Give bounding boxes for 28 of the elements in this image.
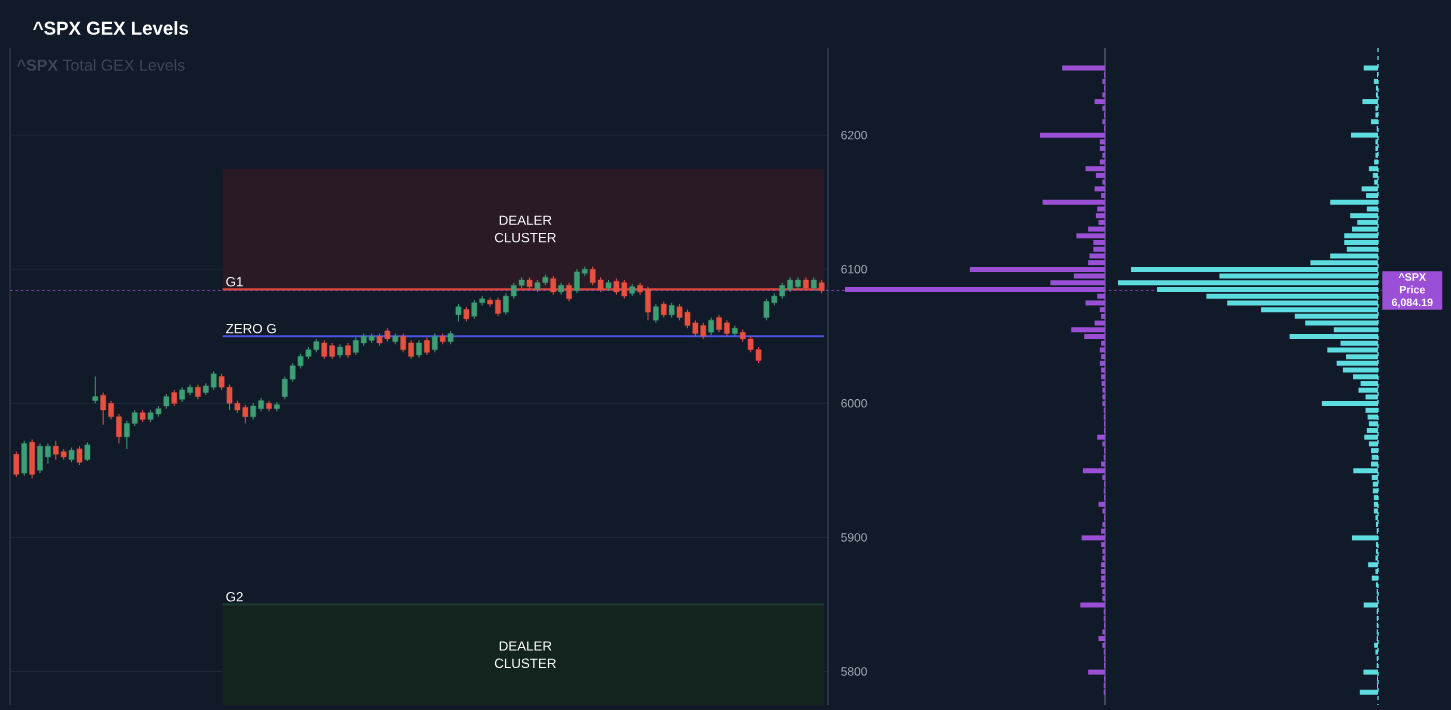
candlestick xyxy=(116,413,122,445)
candlestick xyxy=(13,451,20,478)
candlestick xyxy=(84,441,91,462)
candlestick xyxy=(503,292,509,316)
candlestick xyxy=(400,333,407,353)
candlestick xyxy=(92,376,99,404)
ref-line-label: G1 xyxy=(226,276,243,287)
candlestick xyxy=(76,445,83,466)
chart-title: ^SPX GEX Levels xyxy=(33,21,189,35)
y-tick-label: 6200 xyxy=(841,130,867,140)
ref-line-label: G2 xyxy=(226,592,243,602)
ref-line-label: ZERO G xyxy=(226,323,276,334)
candlestick xyxy=(574,268,580,294)
y-tick-label: 5800 xyxy=(841,667,867,676)
candlestick xyxy=(45,443,51,465)
ref-line-label: ^SPX Price 6,084.19 xyxy=(1391,273,1433,308)
y-tick-label: 6100 xyxy=(841,264,867,274)
candlestick xyxy=(100,392,106,426)
candlestick xyxy=(124,420,130,450)
band-label: DEALER CLUSTER xyxy=(494,641,556,669)
candlestick xyxy=(495,296,501,317)
y-tick-label: 6000 xyxy=(841,399,867,408)
candlestick xyxy=(108,400,114,420)
candlestick xyxy=(408,339,414,360)
candlestick xyxy=(432,333,438,353)
band-label: DEALER CLUSTER xyxy=(494,215,556,243)
y-tick-label: 5900 xyxy=(841,533,867,542)
candlestick xyxy=(653,303,659,324)
